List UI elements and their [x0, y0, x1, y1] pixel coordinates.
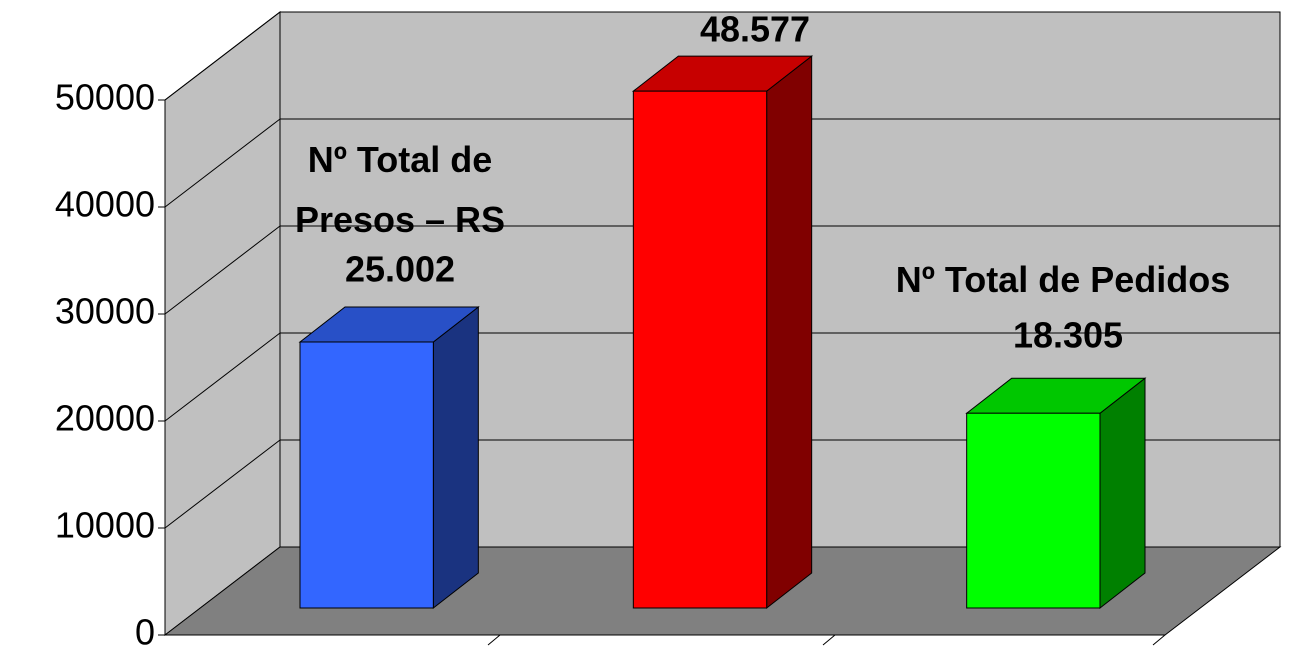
bar [299, 341, 434, 609]
grid-line [164, 118, 281, 208]
value-label: 18.305 [1013, 315, 1123, 356]
grid-line [164, 439, 281, 529]
bar-side [432, 305, 479, 610]
category-label: Nº Total de Presos – RS [294, 139, 506, 240]
x-tick [1152, 634, 1166, 646]
y-tick-label: 20000 [55, 398, 155, 439]
grid-line [164, 332, 281, 422]
side-wall [164, 10, 281, 637]
y-tick-label: 0 [135, 612, 155, 653]
y-tick-label: 30000 [55, 291, 155, 332]
bar [632, 90, 768, 609]
value-label: 48.577 [700, 9, 810, 50]
y-tick-label: 10000 [55, 505, 155, 546]
category-label: Nº Total de Pedidos [895, 259, 1231, 300]
bar-side [766, 55, 813, 610]
grid-line [164, 225, 281, 315]
y-tick-label: 50000 [55, 77, 155, 118]
bar [966, 412, 1101, 609]
grid-line [164, 11, 281, 101]
y-tick-label: 40000 [55, 184, 155, 225]
bar-side [1099, 377, 1146, 610]
value-label: 25.002 [345, 249, 455, 290]
x-tick [822, 634, 836, 646]
x-tick [487, 634, 501, 646]
